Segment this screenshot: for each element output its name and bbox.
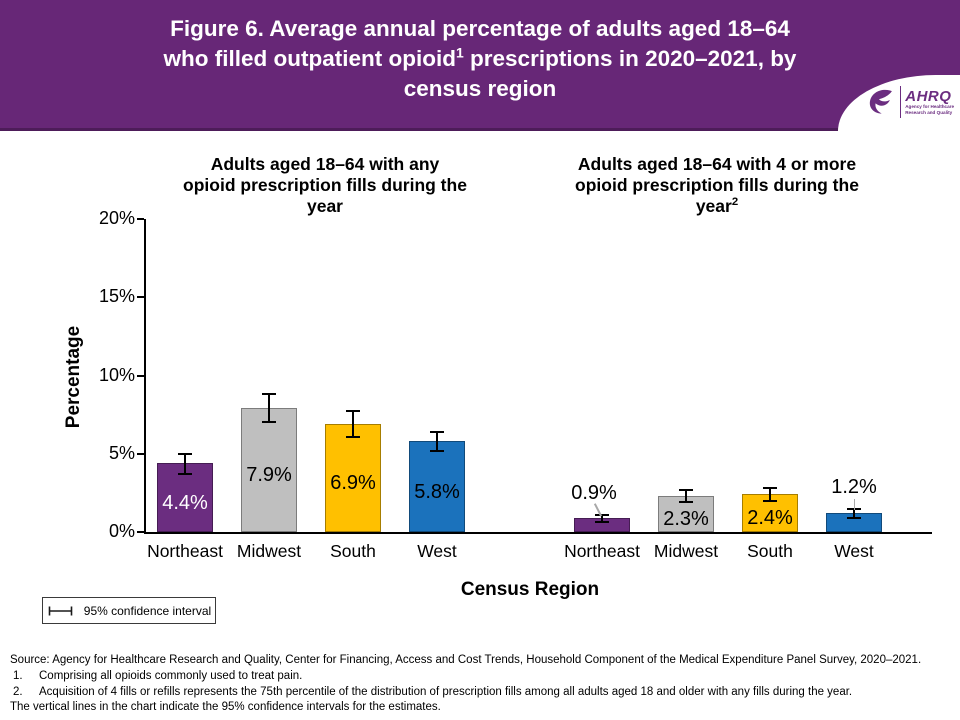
right-panel-title-line3: year2 (695, 196, 739, 216)
error-bar (184, 453, 186, 475)
error-bar-bottom-cap (178, 473, 192, 476)
figure-title-line3: census region (403, 76, 557, 101)
figure-title: Figure 6. Average annual percentage of a… (90, 14, 870, 104)
bar-any-midwest (241, 408, 297, 532)
error-bar-bottom-cap (595, 520, 609, 523)
x-tick-label-northeast: Northeast (564, 541, 640, 561)
y-tick-mark (137, 452, 144, 455)
source-text: Source: Agency for Healthcare Research a… (10, 654, 922, 666)
legend: 95% confidence interval (42, 597, 216, 624)
error-bar (601, 514, 603, 522)
error-bar (352, 411, 354, 437)
footnote-1: 1. Comprising all opioids commonly used … (10, 669, 956, 685)
error-bar-bottom-cap (763, 499, 777, 502)
x-axis-line (144, 532, 932, 534)
footnote-marker-2: 2 (731, 196, 739, 209)
y-tick-label: 0% (108, 521, 135, 541)
bar-value-label: 5.8% (414, 480, 460, 503)
figure-title-line1: Figure 6. Average annual percentage of a… (170, 16, 790, 41)
footnote-2: 2. Acquisition of 4 fills or refills rep… (10, 685, 956, 701)
footnote-1-marker: 1. (13, 669, 23, 682)
logo-divider (899, 86, 902, 118)
error-bar-top-cap (178, 452, 192, 455)
left-panel-title-line3: year (306, 196, 343, 216)
x-tick-label-west: West (834, 541, 874, 561)
bar-value-label: 1.2% (831, 476, 877, 499)
y-tick-label: 10% (98, 364, 135, 385)
footnote-1-text: Comprising all opioids commonly used to … (39, 669, 303, 682)
figure-title-line2: who filled outpatient opioid1 prescripti… (163, 44, 797, 71)
error-bar (685, 489, 687, 503)
x-tick-label-midwest: Midwest (653, 541, 719, 561)
logo-text: AHRQ Agency for Healthcare Research and … (905, 89, 954, 115)
bar-value-label: 4.4% (162, 491, 208, 514)
bar-value-label: 6.9% (330, 472, 376, 494)
bar-value-label: 2.4% (747, 507, 793, 530)
error-bar-top-cap (262, 393, 276, 396)
error-bar-top-cap (595, 513, 609, 516)
y-tick-label: 5% (108, 442, 135, 463)
error-bar-top-cap (679, 488, 693, 491)
y-tick-mark (137, 531, 144, 533)
error-bar (853, 509, 855, 518)
right-panel-title-line1: Adults aged 18–64 with 4 or more (577, 154, 857, 174)
error-bar (436, 431, 438, 451)
footer-notes: Source: Agency for Healthcare Research a… (10, 653, 956, 716)
left-panel-title-line2: opioid prescription fills during the (183, 175, 467, 195)
left-panel-title-line1: Adults aged 18–64 with any (210, 154, 440, 174)
error-bar (268, 394, 270, 423)
bar-value-label: 0.9% (571, 481, 617, 504)
logo-tagline-2: Research and Quality (905, 109, 953, 115)
logo-acronym: AHRQ (905, 87, 952, 105)
error-bar-bottom-cap (679, 501, 693, 504)
legend-label: 95% confidence interval (83, 603, 212, 618)
error-bar-top-cap (430, 430, 444, 433)
bar-value-label: 2.3% (663, 508, 709, 530)
label-leader-line (853, 499, 855, 511)
y-tick-mark (137, 218, 144, 220)
y-tick-mark (137, 374, 144, 377)
x-tick-label-northeast: Northeast (147, 541, 223, 561)
error-bar-bottom-cap (847, 516, 861, 519)
footnote-2-text: Acquisition of 4 fills or refills repres… (39, 685, 853, 698)
error-bar-bottom-cap (346, 435, 360, 438)
footnote-2-marker: 2. (13, 685, 23, 698)
x-tick-label-south: South (330, 541, 376, 561)
error-bar-top-cap (346, 410, 360, 413)
y-tick-label: 20% (98, 208, 135, 228)
x-axis-label: Census Region (460, 579, 600, 600)
bar-any-south (325, 424, 381, 532)
right-panel-title: Adults aged 18–64 with 4 or more opioid … (532, 154, 902, 217)
error-bar-icon (48, 606, 73, 615)
bar-value-label: 7.9% (246, 464, 292, 487)
x-tick-label-midwest: Midwest (236, 541, 302, 561)
x-tick-label-south: South (747, 541, 793, 561)
ci-note-text: The vertical lines in the chart indicate… (10, 701, 441, 714)
left-panel-title: Adults aged 18–64 with any opioid prescr… (150, 154, 500, 217)
x-tick-label-west: West (417, 541, 457, 561)
error-bar-bottom-cap (430, 449, 444, 452)
right-panel-title-line2: opioid prescription fills during the (575, 175, 859, 195)
error-bar-top-cap (763, 487, 777, 490)
y-axis-line (144, 219, 146, 534)
error-bar-bottom-cap (262, 421, 276, 424)
y-tick-mark (137, 296, 144, 299)
hhs-eagle-icon (869, 89, 892, 114)
header-banner: Figure 6. Average annual percentage of a… (0, 0, 960, 131)
footnote-marker-1: 1 (456, 44, 464, 61)
error-bar (769, 488, 771, 501)
y-tick-label: 15% (98, 286, 135, 307)
logo-tagline-1: Agency for Healthcare (905, 103, 954, 109)
